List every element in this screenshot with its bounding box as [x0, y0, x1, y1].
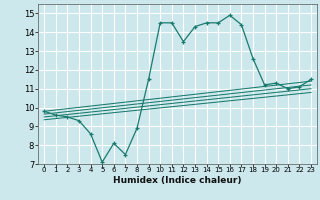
X-axis label: Humidex (Indice chaleur): Humidex (Indice chaleur)	[113, 176, 242, 185]
